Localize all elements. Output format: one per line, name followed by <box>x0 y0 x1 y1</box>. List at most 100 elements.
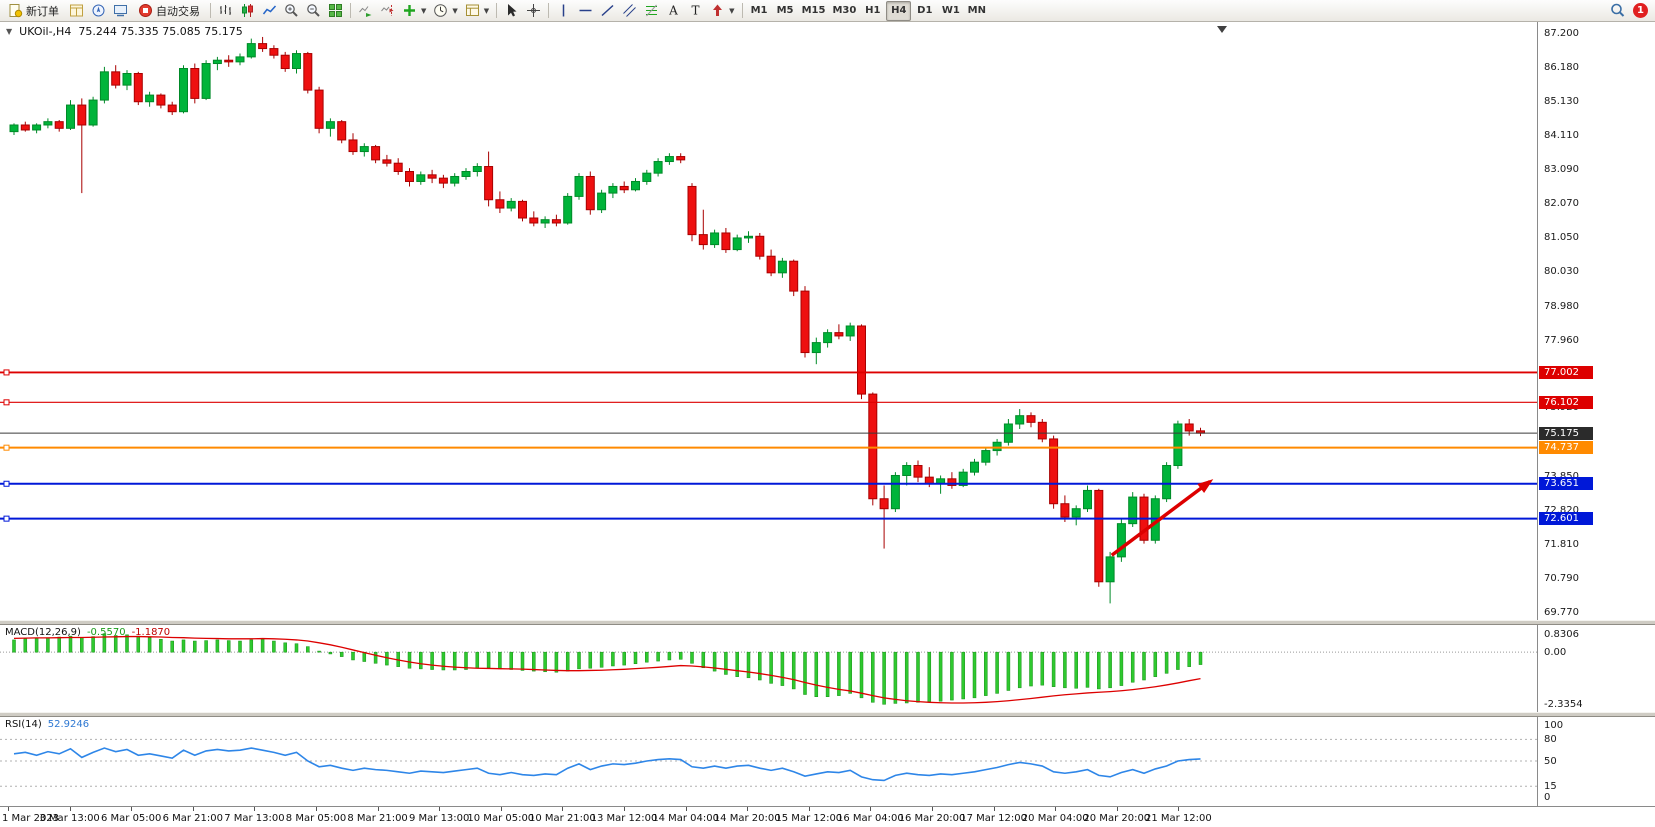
terminal-button[interactable] <box>110 1 131 21</box>
panel-divider[interactable] <box>0 712 1655 717</box>
chart-shift-icon <box>381 5 394 16</box>
label-tool-button[interactable]: T <box>685 1 706 21</box>
timeframe-m1-button[interactable]: M1 <box>750 5 768 16</box>
date-label: 3 Mar 13:00 <box>39 813 100 824</box>
navigator-button[interactable] <box>88 1 109 21</box>
arrows-tool-button[interactable]: ▼ <box>707 1 737 21</box>
rsi-chart[interactable] <box>0 717 1537 806</box>
fibonacci-icon <box>646 4 658 17</box>
line-chart-type-button[interactable] <box>259 1 280 21</box>
time-tick <box>685 807 687 811</box>
price-axis-label: 82.070 <box>1544 198 1579 210</box>
price-tag: 73.651 <box>1539 477 1593 491</box>
rsi-axis-label: 50 <box>1544 756 1557 767</box>
time-axis[interactable]: 1 Mar 2023 3 Mar 13:00 6 Mar 05:00 6 Mar 21… <box>0 806 1655 827</box>
templates-button[interactable]: ▼ <box>462 1 492 21</box>
bar-chart-type-button[interactable] <box>215 1 236 21</box>
panel-divider[interactable] <box>0 620 1655 625</box>
time-tick <box>131 807 133 811</box>
macd-axis-label: -2.3354 <box>1544 699 1583 711</box>
toolbar-right: 1 <box>1607 1 1653 21</box>
toolbar-separator <box>496 3 498 18</box>
candlestick-icon <box>242 4 253 17</box>
rsi-value: 52.9246 <box>47 719 90 730</box>
chevron-down-icon: ▼ <box>483 6 490 15</box>
text-tool-button[interactable]: A <box>663 1 684 21</box>
time-tick <box>932 807 933 811</box>
zoom-in-icon <box>285 4 298 17</box>
price-axis-label: 86.180 <box>1544 61 1579 73</box>
label-icon: T <box>692 4 700 18</box>
timeframe-w1-button[interactable]: W1 <box>941 5 960 16</box>
candlestick-chart[interactable] <box>0 22 1537 620</box>
timeframe-mn-button[interactable]: MN <box>967 5 986 16</box>
auto-scroll-icon <box>359 6 372 17</box>
price-tag: 75.175 <box>1539 426 1593 440</box>
date-label: 16 Mar 04:00 <box>837 813 904 824</box>
collapse-icon[interactable]: ▼ <box>6 27 13 36</box>
timeframe-h1-button[interactable]: H1 <box>865 5 881 16</box>
rsi-axis-label: 0 <box>1544 792 1551 803</box>
zoom-out-button[interactable] <box>303 1 324 21</box>
chevron-down-icon: ▼ <box>452 6 458 15</box>
price-axis-label: 83.090 <box>1544 164 1579 176</box>
price-axis[interactable]: 87.200 86.180 85.130 84.110 83.090 82.070 81.0… <box>1537 22 1655 806</box>
date-label: 14 Mar 04:00 <box>652 813 719 824</box>
indicators-icon <box>404 5 415 16</box>
time-tick <box>439 807 441 811</box>
notification-badge[interactable]: 1 <box>1633 3 1648 18</box>
trend-arrow <box>1197 479 1214 494</box>
price-tag: 72.601 <box>1539 512 1593 526</box>
timeframe-d1-button[interactable]: D1 <box>917 5 933 16</box>
timeframe-h4-button[interactable]: H4 <box>886 0 912 21</box>
new-order-button[interactable]: 新订单 <box>2 1 65 21</box>
timeframe-m30-button[interactable]: M30 <box>832 5 857 16</box>
date-label: 10 Mar 21:00 <box>529 813 596 824</box>
macd-panel[interactable]: MACD(12,26,9) -0.5570 -1.1870 <box>0 625 1537 712</box>
macd-chart[interactable] <box>0 625 1537 712</box>
rsi-panel[interactable]: RSI(14) 52.9246 <box>0 717 1537 806</box>
chart-shift-button[interactable] <box>377 1 398 21</box>
tile-windows-button[interactable] <box>325 1 346 21</box>
market-watch-button[interactable] <box>66 1 87 21</box>
search-icon <box>1611 3 1625 17</box>
date-label: 15 Mar 12:00 <box>775 813 843 824</box>
channel-tool-button[interactable] <box>619 1 640 21</box>
cursor-button[interactable] <box>501 1 522 21</box>
date-label: 6 Mar 21:00 <box>162 813 223 824</box>
autotrading-button[interactable]: 自动交易 <box>132 1 206 21</box>
toolbar-separator <box>741 3 743 18</box>
zoom-in-button[interactable] <box>281 1 302 21</box>
date-label: 13 Mar 12:00 <box>590 813 658 824</box>
main-chart[interactable]: ▼ UKOil-,H4 75.244 75.335 75.085 75.175 <box>0 22 1537 620</box>
rsi-axis-label: 80 <box>1544 734 1557 746</box>
crosshair-button[interactable] <box>523 1 544 21</box>
macd-axis-label: 0.8306 <box>1544 628 1579 640</box>
indicators-button[interactable]: ▼ <box>399 1 429 21</box>
chart-title-row: ▼ UKOil-,H4 75.244 75.335 75.085 75.175 <box>6 25 243 38</box>
fibonacci-tool-button[interactable] <box>641 1 662 21</box>
timeframe-m15-button[interactable]: M15 <box>801 5 826 16</box>
horizontal-line-tool-button[interactable] <box>575 1 596 21</box>
toolbar: 新订单 自动交易 <box>0 0 1655 22</box>
date-label: 8 Mar 05:00 <box>285 813 347 824</box>
vertical-line-tool-button[interactable] <box>553 1 574 21</box>
price-axis-label: 73.850 <box>1544 471 1579 482</box>
date-label: 10 Mar 05:00 <box>467 813 535 824</box>
timeframe-m5-button[interactable]: M5 <box>776 5 794 16</box>
chart-shift-marker <box>1217 26 1227 33</box>
periods-button[interactable]: ▼ <box>430 1 460 21</box>
cursor-icon <box>508 4 517 17</box>
date-label: 1 Mar 2023 <box>2 813 60 824</box>
candlestick-type-button[interactable] <box>237 1 258 21</box>
time-tick <box>254 807 256 811</box>
price-tag: 74.737 <box>1539 441 1593 455</box>
macd-signal-value: -1.1870 <box>131 627 171 638</box>
search-button[interactable] <box>1607 1 1628 21</box>
svg-text:A: A <box>668 4 678 18</box>
price-axis-label: 87.200 <box>1544 27 1579 39</box>
trendline-tool-button[interactable] <box>597 1 618 21</box>
price-axis-label: 70.790 <box>1544 572 1579 584</box>
chevron-down-icon: ▼ <box>729 6 735 15</box>
auto-scroll-button[interactable] <box>355 1 376 21</box>
